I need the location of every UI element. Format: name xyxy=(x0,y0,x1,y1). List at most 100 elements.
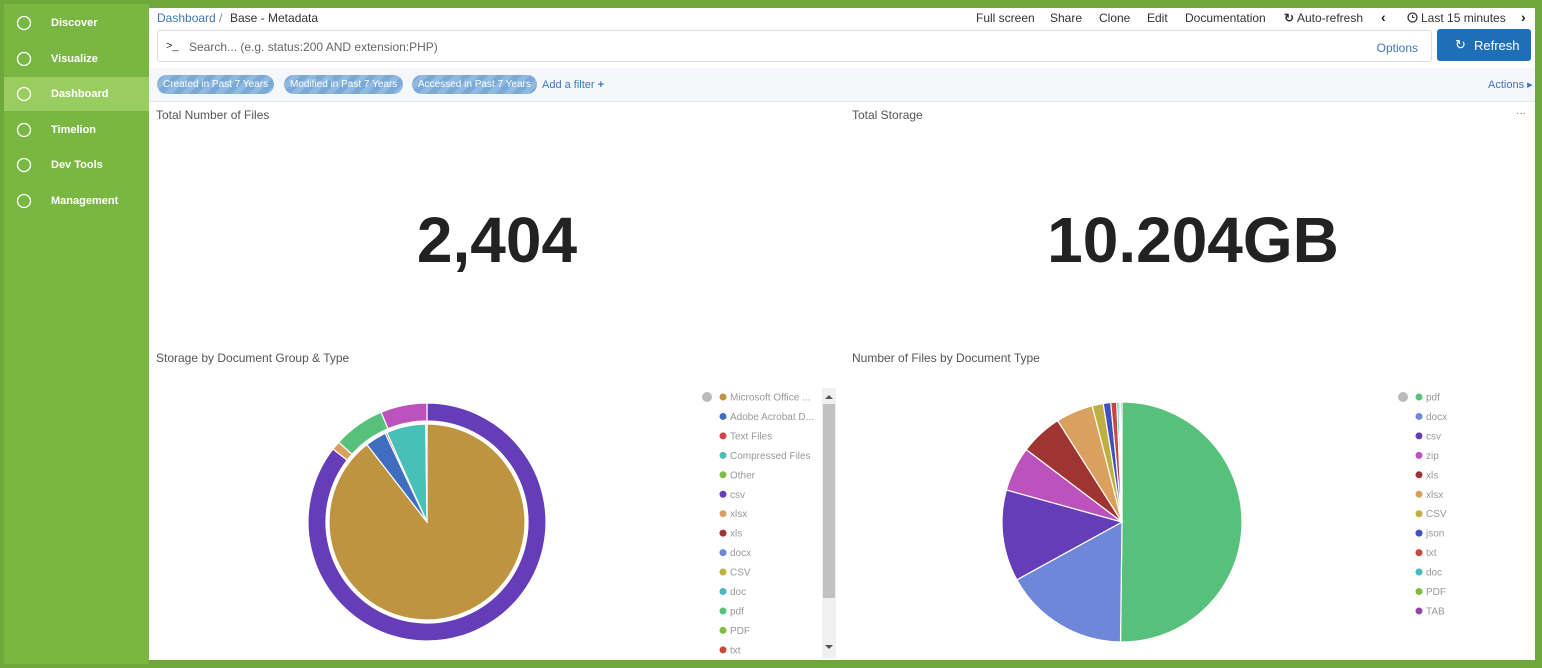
legend-label: Microsoft Office ... xyxy=(730,393,810,404)
legend-label: TAB xyxy=(1426,606,1445,617)
nav-item[interactable]: Dashboard xyxy=(4,77,149,112)
panel-title: Storage by Document Group & Type xyxy=(156,351,350,365)
menu-item[interactable]: Clone xyxy=(1099,11,1131,25)
add-filter[interactable]: Add a filter + xyxy=(542,79,605,91)
legend-label: docx xyxy=(1426,412,1447,423)
nav-label: Dashboard xyxy=(51,88,109,101)
add-filter-label: Add a filter xyxy=(542,79,595,91)
menu-item[interactable]: Edit xyxy=(1147,11,1168,25)
pie-slice xyxy=(1119,401,1243,643)
nav-icon xyxy=(16,158,32,173)
nav-icon xyxy=(16,87,32,102)
breadcrumb-separator: / xyxy=(219,11,223,25)
icon-shape xyxy=(16,158,32,173)
legend-swatch xyxy=(1415,568,1423,576)
legend-swatch xyxy=(1415,490,1423,498)
actions-link[interactable]: Actions ▸ xyxy=(1488,79,1533,91)
menu-item[interactable]: Auto-refresh xyxy=(1297,11,1364,25)
legend-label: Compressed Files xyxy=(730,451,811,462)
legend-swatch xyxy=(1415,588,1423,595)
legend-swatch xyxy=(719,393,727,401)
legend-label: pdf xyxy=(1426,393,1440,404)
legend-swatch xyxy=(719,451,727,459)
legend-swatch xyxy=(719,646,727,654)
legend-swatch xyxy=(1415,549,1423,557)
legend-swatch xyxy=(719,568,727,576)
refresh-icon: ↻ xyxy=(1455,37,1466,52)
time-forward[interactable]: › xyxy=(1521,9,1526,25)
legend-label: xls xyxy=(1426,470,1438,481)
legend-swatch xyxy=(1415,393,1423,401)
panel-title: Total Storage xyxy=(852,108,923,122)
breadcrumb-current: Base - Metadata xyxy=(230,11,319,25)
legend-label: PDF xyxy=(730,626,750,637)
auto-refresh-icon: ↻ xyxy=(1284,11,1295,25)
nav-item[interactable]: Management xyxy=(4,184,149,218)
nav-item[interactable]: Visualize xyxy=(4,42,149,76)
nav-item[interactable]: Dev Tools xyxy=(4,148,149,182)
nav-label: Dev Tools xyxy=(51,159,103,172)
legend-swatch xyxy=(719,549,727,557)
pie-slice xyxy=(380,402,428,430)
legend-swatch xyxy=(719,588,727,595)
icon-shape xyxy=(16,193,32,209)
legend-label: CSV xyxy=(1426,509,1447,520)
nav-icon xyxy=(16,51,32,66)
nav-icon xyxy=(16,193,32,209)
search-bar[interactable]: >_ Search... (e.g. status:200 AND extens… xyxy=(157,30,1432,62)
icon-shape xyxy=(16,51,32,66)
nav-icon xyxy=(16,15,32,31)
legend-swatch xyxy=(719,626,727,634)
legend-label: pdf xyxy=(730,606,744,617)
breadcrumb-link[interactable]: Dashboard xyxy=(157,11,216,25)
nav-item[interactable]: Discover xyxy=(4,6,149,40)
legend-label: Text Files xyxy=(730,431,772,442)
legend-swatch xyxy=(719,412,727,420)
actions-label: Actions xyxy=(1488,79,1525,91)
legend-toggle[interactable] xyxy=(702,392,712,402)
pie-slice xyxy=(1001,489,1124,581)
nav-label: Discover xyxy=(51,17,98,29)
nav-item[interactable]: Timelion xyxy=(4,113,149,147)
options-link[interactable]: Options xyxy=(1376,41,1418,55)
legend-label: xlsx xyxy=(730,509,747,520)
legend-swatch xyxy=(1415,432,1423,440)
filter-pill[interactable]: Modified in Past 7 Years xyxy=(284,75,404,94)
legend-swatch xyxy=(719,490,727,498)
legend-label: json xyxy=(1425,529,1444,540)
filter-pill[interactable]: Accessed in Past 7 Years xyxy=(412,75,537,94)
search-prompt: >_ xyxy=(166,40,179,52)
menu-item[interactable]: Documentation xyxy=(1185,11,1266,25)
time-back[interactable]: ‹ xyxy=(1381,9,1386,25)
refresh-button[interactable]: ↻ Refresh xyxy=(1437,29,1531,61)
icon-shape xyxy=(16,15,32,31)
sidebar: Discover Visualize Dashboard Timelion Dev To… xyxy=(4,4,149,664)
icon-shape xyxy=(16,87,32,102)
nav-label: Visualize xyxy=(51,52,98,65)
filter-pill[interactable]: Created in Past 7 Years xyxy=(157,75,275,94)
panel-menu[interactable]: ··· xyxy=(1516,108,1526,119)
panel-title: Number of Files by Document Type xyxy=(852,351,1040,365)
pie-slice xyxy=(425,423,428,523)
pie-slice xyxy=(307,402,547,642)
legend-label: docx xyxy=(730,548,751,559)
menu-item[interactable]: Share xyxy=(1050,11,1083,25)
legend-swatch xyxy=(1415,510,1423,518)
legend-label: CSV xyxy=(730,568,751,579)
pie-slice xyxy=(328,423,526,621)
metric-value: 10.204GB xyxy=(1047,204,1339,276)
legend-label: csv xyxy=(1426,431,1441,442)
metric-value: 2,404 xyxy=(416,204,578,276)
legend-label: xls xyxy=(730,529,742,540)
legend-label: doc xyxy=(730,587,746,598)
time-range[interactable]: Last 15 minutes xyxy=(1421,11,1506,25)
legend-swatch xyxy=(719,510,727,518)
icon-shape xyxy=(16,122,32,137)
legend-swatch xyxy=(1415,607,1423,615)
legend-label: zip xyxy=(1426,451,1439,462)
legend-toggle[interactable] xyxy=(1398,392,1408,402)
scrollbar-thumb[interactable] xyxy=(823,404,835,598)
menu-item[interactable]: Full screen xyxy=(976,11,1035,25)
